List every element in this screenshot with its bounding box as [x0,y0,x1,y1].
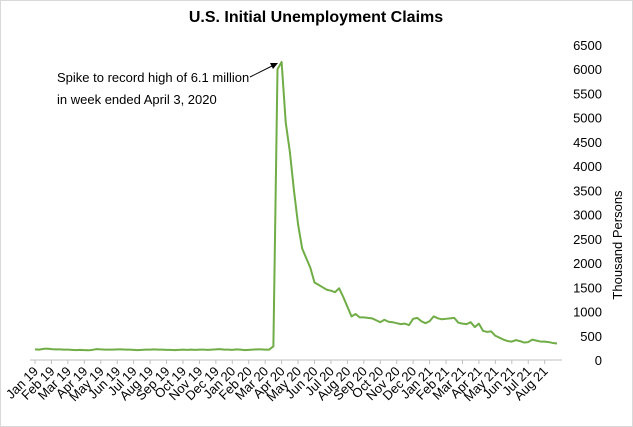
annotation-arrow [249,65,273,78]
annotation: in week ended April 3, 2020 [57,92,217,107]
y-tick-label: 3000 [573,208,602,223]
y-tick-label: 4000 [573,159,602,174]
y-tick-label: 5500 [573,86,602,101]
chart-title: U.S. Initial Unemployment Claims [189,9,443,26]
annotation: Spike to record high of 6.1 million [57,70,249,85]
y-tick-label: 3500 [573,183,602,198]
y-tick-label: 1500 [573,280,602,295]
y-tick-label: 6000 [573,62,602,77]
y-tick-label: 2000 [573,256,602,271]
data-line [34,60,558,352]
y-tick-label: 1000 [573,305,602,320]
y-tick-label: 2500 [573,232,602,247]
y-tick-label: 4500 [573,135,602,150]
y-axis-title: Thousand Persons [610,190,625,300]
y-tick-label: 5000 [573,111,602,126]
y-tick-label: 500 [580,329,602,344]
y-tick-label: 6500 [573,38,602,53]
y-tick-label: 0 [595,353,602,368]
annotation-arrowhead [270,63,278,69]
